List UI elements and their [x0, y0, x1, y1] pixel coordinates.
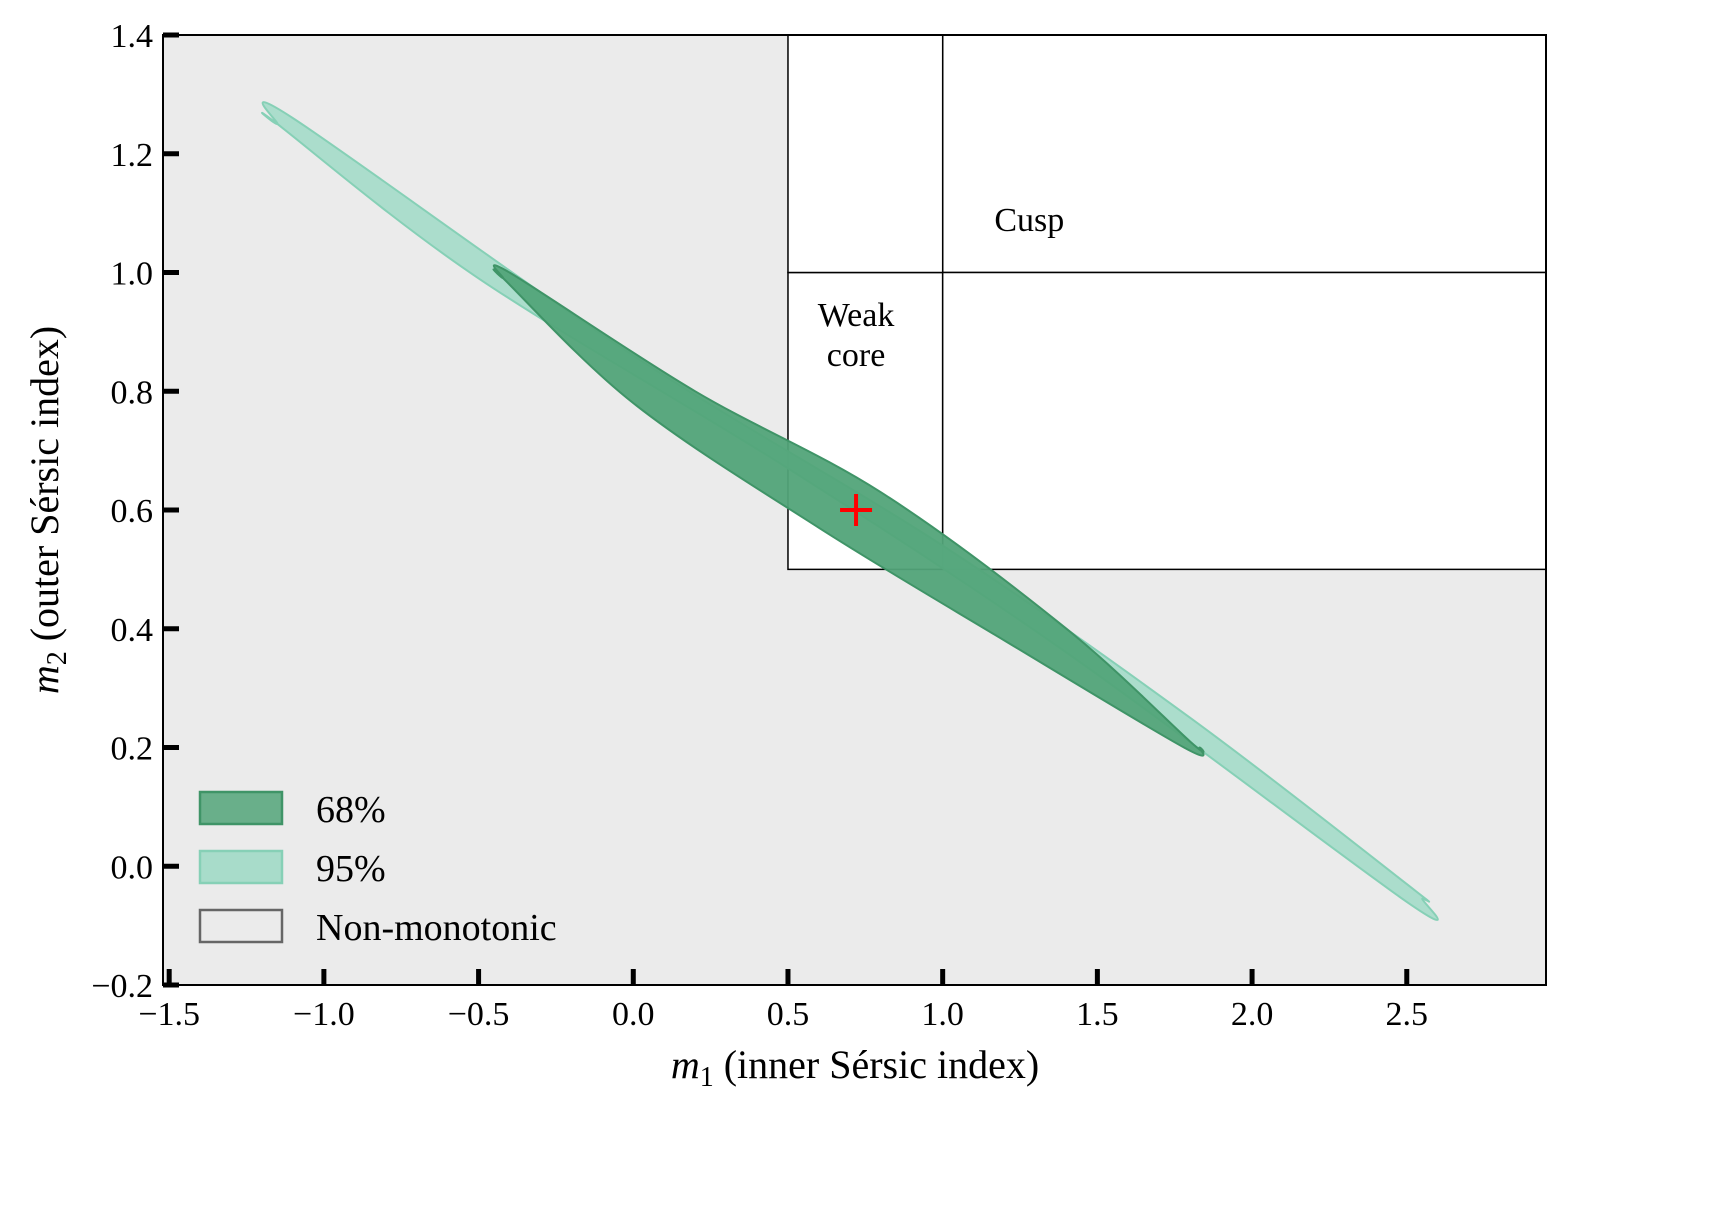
legend-swatch-1: [198, 790, 284, 826]
y-axis-label-subscript: 2: [42, 651, 73, 665]
y-tick-label: 1.0: [111, 256, 154, 293]
x-tick-label: −1.0: [293, 996, 355, 1033]
legend: 68% 95% Non-monotonic: [198, 789, 557, 949]
region-label-cusp: Cusp: [994, 202, 1064, 239]
y-axis-label-text: (outer Sérsic index): [22, 326, 67, 651]
legend-label-3: Non-monotonic: [316, 907, 557, 949]
region-label-weak-core-line1: Weak: [818, 297, 895, 334]
y-tick-label: −0.2: [91, 968, 153, 1005]
region-box-4: [941, 271, 1547, 571]
region-label-weak-core-line2: core: [827, 337, 886, 374]
legend-swatch-3: [198, 908, 284, 944]
x-tick-label: 2.5: [1386, 996, 1429, 1033]
y-tick-label: 1.4: [111, 18, 154, 55]
x-tick-label: −1.5: [138, 996, 200, 1033]
y-axis-label-symbol: m: [22, 665, 67, 694]
region-box-1: [941, 34, 1547, 274]
y-axis-ticks: −0.2 0.0 0.2 0.4 0.6 0.8 1.0 1.2 1.4: [91, 18, 179, 1005]
x-tick-label: 0.0: [612, 996, 655, 1033]
x-axis-label: m1 (inner Sérsic index): [671, 1042, 1039, 1093]
x-tick-label: 2.0: [1231, 996, 1274, 1033]
region-boxes: [787, 34, 1547, 571]
region-box-3: [787, 34, 944, 274]
legend-swatch-2: [198, 849, 284, 885]
x-axis-ticks: −1.5 −1.0 −0.5 0.0 0.5 1.0 1.5 2.0 2.5: [138, 969, 1428, 1033]
region-labels: Cusp Weak core: [818, 202, 1065, 374]
y-tick-label: 0.6: [111, 493, 154, 530]
best-fit-marker: [840, 494, 873, 526]
y-axis-label: m2 (outer Sérsic index): [22, 326, 73, 694]
x-tick-label: 1.0: [921, 996, 964, 1033]
y-tick-label: 0.0: [111, 849, 154, 886]
y-tick-label: 0.2: [111, 731, 154, 768]
x-tick-label: −0.5: [448, 996, 510, 1033]
y-tick-label: 1.2: [111, 137, 154, 174]
y-tick-label: 0.8: [111, 374, 154, 411]
legend-label-2: 95%: [316, 848, 386, 890]
x-axis-label-symbol: m: [671, 1042, 700, 1087]
x-tick-label: 1.5: [1076, 996, 1119, 1033]
x-axis-label-subscript: 1: [700, 1062, 714, 1093]
x-axis-label-text: (inner Sérsic index): [714, 1042, 1039, 1087]
legend-label-1: 68%: [316, 789, 386, 831]
y-tick-label: 0.4: [111, 612, 154, 649]
x-tick-label: 0.5: [767, 996, 810, 1033]
